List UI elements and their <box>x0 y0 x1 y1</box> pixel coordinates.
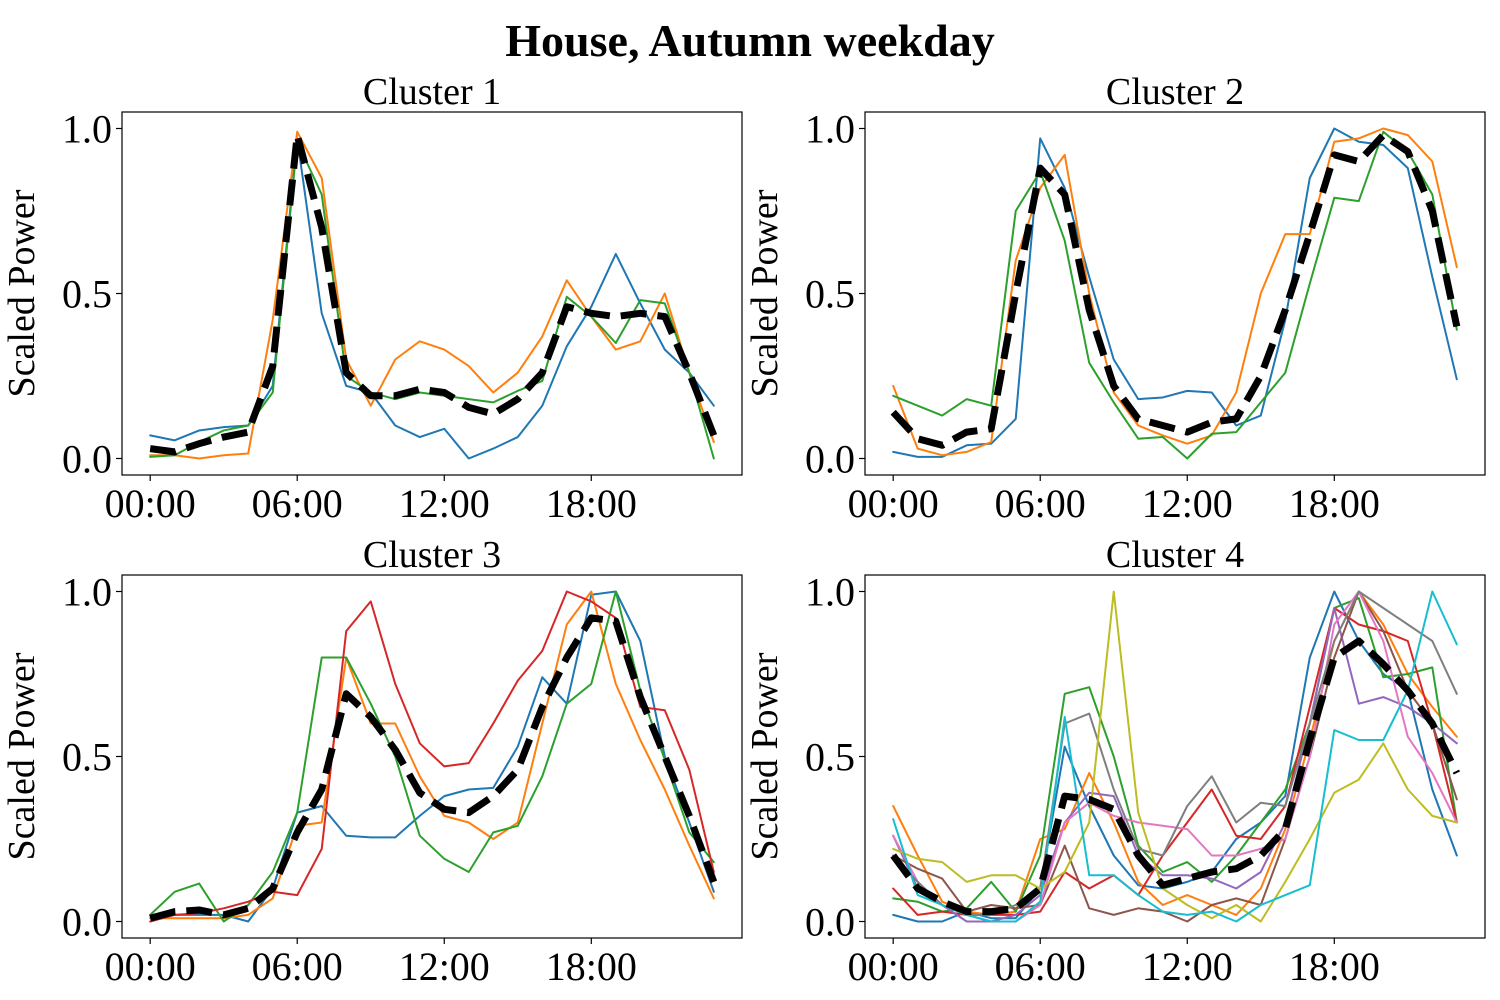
x-tick-label: 18:00 <box>1289 481 1380 526</box>
x-tick-label: 18:00 <box>1289 944 1380 989</box>
x-tick-label: 12:00 <box>399 481 490 526</box>
y-tick-label: 0.5 <box>805 735 855 780</box>
mean-dashed-line <box>890 131 1461 449</box>
x-tick-label: 18:00 <box>546 944 637 989</box>
x-tick-label: 00:00 <box>848 944 939 989</box>
series-group <box>149 130 718 460</box>
series-line-1 <box>892 127 1458 458</box>
subplot-1: 00:00 06:00 12:00 18:00 0.0 0.5 1.0 Cluster 1 Sc… <box>1 71 743 526</box>
axes-frame <box>864 111 1486 476</box>
series-line-2 <box>149 130 715 460</box>
mean-dashed-line <box>149 131 718 456</box>
subplot-4: 00:00 06:00 12:00 18:00 0.0 0.5 1.0 Cluster 4 Sc… <box>744 534 1486 989</box>
x-tick-label: 12:00 <box>399 944 490 989</box>
subplot-title: Cluster 3 <box>363 534 501 576</box>
subplot-2: 00:00 06:00 12:00 18:00 0.0 0.5 1.0 Cluster 2 Sc… <box>744 71 1486 526</box>
series-line-3 <box>892 597 1458 913</box>
series-line-3 <box>892 130 1458 460</box>
x-tick-label: 00:00 <box>105 481 196 526</box>
series-line-3 <box>149 140 715 460</box>
figure-title: House, Autumn weekday <box>505 15 994 66</box>
y-tick-label: 0.0 <box>62 900 112 945</box>
x-tick-label: 12:00 <box>1142 944 1233 989</box>
x-tick-label: 12:00 <box>1142 481 1233 526</box>
y-axis-label: Scaled Power <box>1 189 43 397</box>
x-tick-label: 18:00 <box>546 481 637 526</box>
axes-frame <box>121 111 743 476</box>
series-group <box>149 590 718 923</box>
y-axis-label: Scaled Power <box>744 189 786 397</box>
mean-dashed-line <box>149 614 718 922</box>
y-tick-label: 0.0 <box>62 437 112 482</box>
subplot-title: Cluster 4 <box>1106 534 1244 576</box>
x-tick-label: 00:00 <box>848 481 939 526</box>
subplot-title: Cluster 2 <box>1106 71 1244 113</box>
x-tick-label: 06:00 <box>995 481 1086 526</box>
y-tick-label: 1.0 <box>62 107 112 152</box>
y-tick-label: 0.5 <box>805 272 855 317</box>
y-tick-label: 0.0 <box>805 900 855 945</box>
mean-dashed-line <box>890 637 1460 916</box>
subplot-3: 00:00 06:00 12:00 18:00 0.0 0.5 1.0 Cluster 3 Sc… <box>1 534 743 989</box>
x-tick-label: 06:00 <box>995 944 1086 989</box>
y-tick-label: 0.5 <box>62 735 112 780</box>
series-line-2 <box>892 127 1458 457</box>
subplot-grid: 00:00 06:00 12:00 18:00 0.0 0.5 1.0 Cluster 1 Sc… <box>1 71 1486 989</box>
x-tick-label: 00:00 <box>105 944 196 989</box>
series-line-3 <box>149 590 715 923</box>
y-tick-label: 1.0 <box>805 107 855 152</box>
series-line-2 <box>149 590 715 920</box>
y-tick-label: 0.5 <box>62 272 112 317</box>
series-group <box>890 590 1460 923</box>
series-line-5 <box>892 607 1458 923</box>
y-axis-label: Scaled Power <box>1 652 43 860</box>
series-line-1 <box>149 590 715 923</box>
series-group <box>890 127 1461 460</box>
y-tick-label: 1.0 <box>805 570 855 615</box>
series-line-9 <box>892 590 1458 923</box>
x-tick-label: 06:00 <box>252 944 343 989</box>
series-line-4 <box>149 590 715 923</box>
x-tick-label: 06:00 <box>252 481 343 526</box>
series-line-1 <box>149 137 715 460</box>
y-tick-label: 0.0 <box>805 437 855 482</box>
y-tick-label: 1.0 <box>62 570 112 615</box>
series-line-10 <box>892 590 1458 923</box>
y-axis-label: Scaled Power <box>744 652 786 860</box>
subplot-title: Cluster 1 <box>363 71 501 113</box>
